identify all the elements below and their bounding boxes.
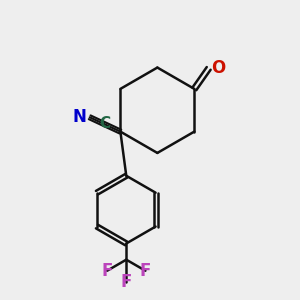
Text: N: N	[72, 108, 86, 126]
Text: O: O	[211, 58, 225, 76]
Text: C: C	[99, 116, 110, 131]
Text: F: F	[101, 262, 113, 280]
Text: F: F	[121, 273, 132, 291]
Text: F: F	[140, 262, 151, 280]
